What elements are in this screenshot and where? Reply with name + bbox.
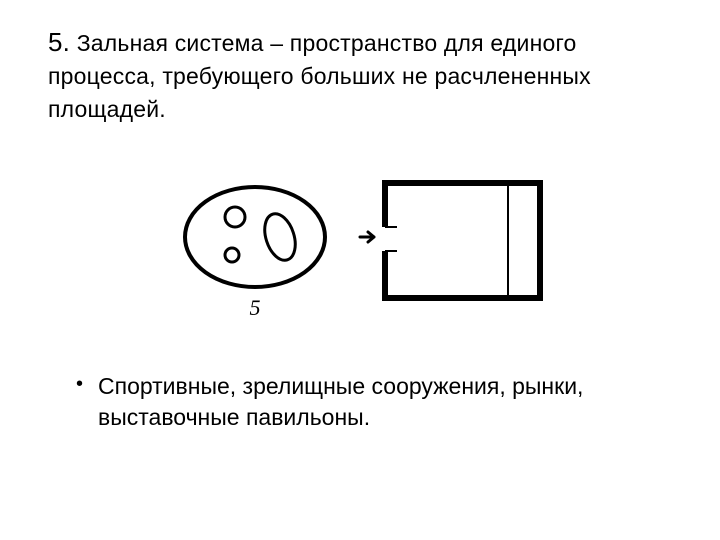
heading-number: 5. (48, 27, 70, 57)
heading-text-l2: процесса, требующего больших не расчлене… (48, 63, 591, 89)
bullet-l2: выставочные павильоны. (98, 404, 370, 430)
bullet-l1: Спортивные, зрелищные сооружения, рынки, (98, 373, 583, 399)
hall-system-diagram: 5 (160, 165, 560, 335)
heading-text-l1: Зальная система – пространство для едино… (77, 30, 577, 56)
section-heading: 5. Зальная система – пространство для ед… (48, 24, 672, 125)
svg-text:5: 5 (250, 295, 261, 320)
bullet-item: Спортивные, зрелищные сооружения, рынки,… (76, 371, 672, 433)
heading-text-l3: площадей. (48, 96, 166, 122)
